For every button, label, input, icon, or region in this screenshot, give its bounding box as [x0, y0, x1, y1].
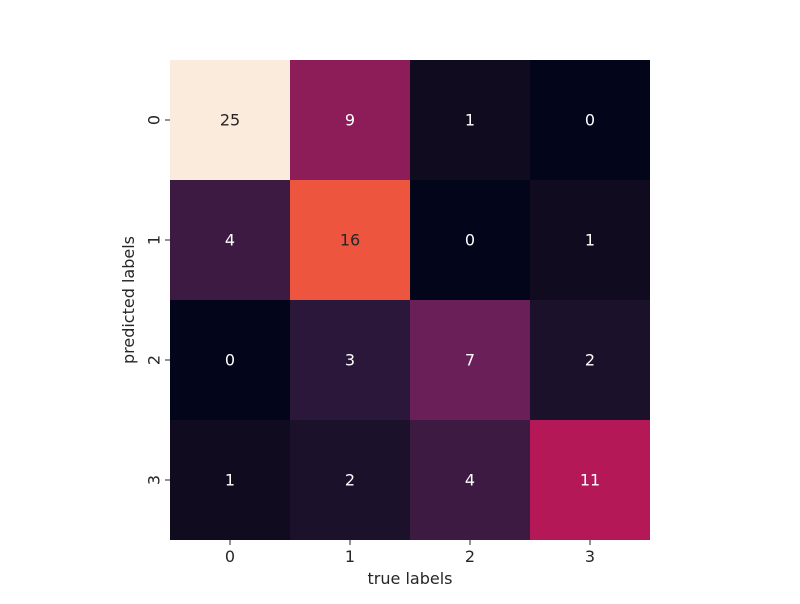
- heatmap-cell-r1-c1: [290, 180, 410, 300]
- x-tick-label-3: 3: [585, 547, 595, 566]
- x-tick-label-2: 2: [465, 547, 475, 566]
- cell-value-label-r3-c2: 4: [465, 471, 475, 490]
- y-tick-label-0: 0: [145, 115, 164, 125]
- cell-value-label-r2-c1: 3: [345, 351, 355, 370]
- cell-value-label-r0-c3: 0: [585, 111, 595, 130]
- cell-value-label-r2-c0: 0: [225, 351, 235, 370]
- x-tick-label-1: 1: [345, 547, 355, 566]
- heatmap-cell-r2-c1: [290, 300, 410, 420]
- heatmap-cell-r0-c3: [530, 60, 650, 180]
- heatmap-cell-r1-c2: [410, 180, 530, 300]
- x-tick-label-0: 0: [225, 547, 235, 566]
- cell-value-label-r2-c3: 2: [585, 351, 595, 370]
- heatmap-cell-r0-c0: [170, 60, 290, 180]
- cell-value-label-r0-c2: 1: [465, 111, 475, 130]
- heatmap-cell-r0-c1: [290, 60, 410, 180]
- cell-value-label-r2-c2: 7: [465, 351, 475, 370]
- axis-ticks: 0 1 2 3 0 1 2 3: [145, 115, 596, 566]
- heatmap-cell-r3-c0: [170, 420, 290, 540]
- cell-value-label-r3-c3: 11: [580, 471, 600, 490]
- cell-value-label-r1-c3: 1: [585, 231, 595, 250]
- heatmap-cell-r2-c0: [170, 300, 290, 420]
- y-axis-label: predicted labels: [119, 236, 138, 364]
- heatmap-cell-r3-c1: [290, 420, 410, 540]
- cell-value-label-r3-c0: 1: [225, 471, 235, 490]
- cell-value-label-r3-c1: 2: [345, 471, 355, 490]
- y-tick-label-3: 3: [145, 475, 164, 485]
- x-axis-label: true labels: [368, 569, 453, 588]
- y-tick-label-1: 1: [145, 235, 164, 245]
- cell-value-label-r1-c0: 4: [225, 231, 235, 250]
- y-tick-label-2: 2: [145, 355, 164, 365]
- heatmap-cell-r1-c0: [170, 180, 290, 300]
- heatmap-cells: 25 9 1 0 4 16 0 1 0 3 7 2 1 2 4 11: [170, 60, 650, 540]
- cell-value-label-r1-c1: 16: [340, 231, 360, 250]
- heatmap-cell-r1-c3: [530, 180, 650, 300]
- heatmap-cell-r2-c2: [410, 300, 530, 420]
- cell-value-label-r0-c0: 25: [220, 111, 240, 130]
- heatmap-cell-r2-c3: [530, 300, 650, 420]
- heatmap-cell-r3-c3: [530, 420, 650, 540]
- cell-value-label-r0-c1: 9: [345, 111, 355, 130]
- cell-value-label-r1-c2: 0: [465, 231, 475, 250]
- heatmap-cell-r3-c2: [410, 420, 530, 540]
- heatmap-cell-r0-c2: [410, 60, 530, 180]
